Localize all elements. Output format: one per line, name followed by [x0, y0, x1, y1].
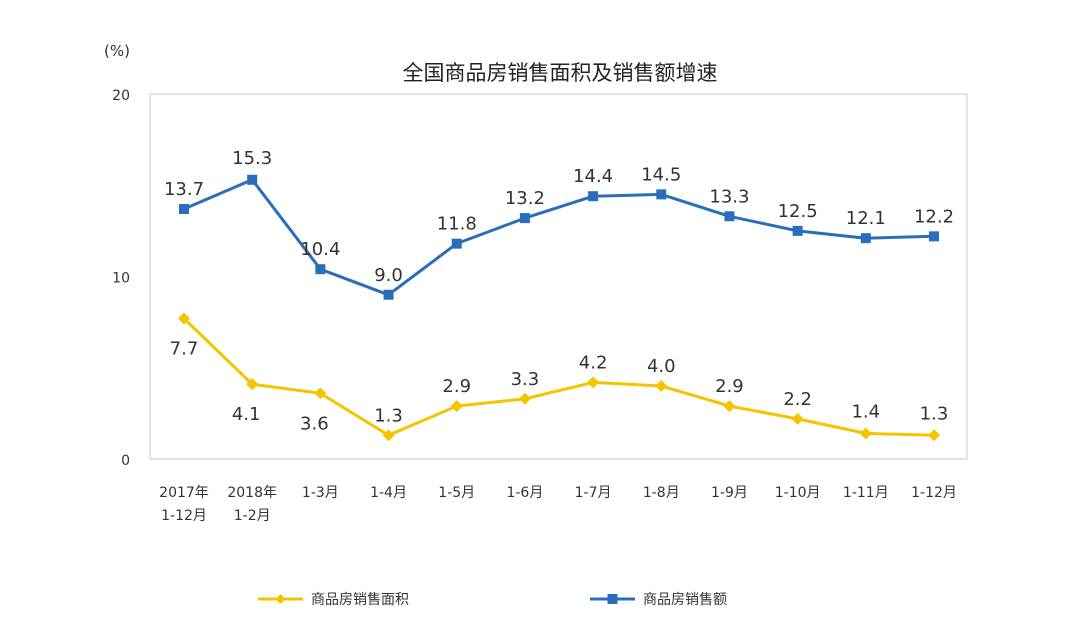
x-tick-label: 1-6月 — [506, 485, 543, 501]
x-tick-label: 2017年 1-12月 — [159, 485, 209, 524]
data-label: 4.0 — [647, 356, 676, 377]
data-label: 2.9 — [442, 376, 471, 397]
data-point-marker — [860, 233, 871, 244]
x-tick-label-line: 1-5月 — [438, 485, 475, 501]
y-tick-label: 0 — [121, 453, 130, 469]
x-tick-label: 1-7月 — [575, 485, 612, 501]
x-tick-label: 1-10月 — [775, 485, 821, 501]
x-tick-label-line: 2018年 — [227, 485, 277, 501]
series-line — [183, 178, 935, 297]
y-tick-label: 20 — [112, 88, 130, 104]
legend-item: 商品房销售额 — [590, 592, 727, 608]
series-layer — [178, 174, 940, 442]
x-tick-label-line: 1-12月 — [911, 485, 957, 501]
data-label: 10.4 — [300, 239, 340, 260]
x-tick-label-line: 2017年 — [159, 485, 209, 501]
data-label: 12.5 — [778, 201, 818, 222]
data-point-marker — [246, 378, 259, 391]
data-point-marker — [179, 203, 189, 214]
data-label-layer: 7.7 4.1 3.6 1.3 2.9 3.3 4.2 4.0 2.9 2.2 1.4 1.3 13.7… — [164, 148, 954, 435]
data-point-marker — [382, 429, 395, 442]
data-label: 7.7 — [170, 338, 199, 359]
x-axis-ticks: 2017年 1-12月 2018年 1-2月 1-3月 1-4月 1-5月 1-6月 1-7月 1… — [159, 485, 957, 524]
data-point-marker — [791, 412, 804, 425]
x-tick-label: 1-5月 — [438, 485, 475, 501]
x-tick-label-line: 1-8月 — [643, 485, 680, 501]
y-tick-label: 10 — [112, 271, 130, 287]
data-label: 1.4 — [851, 401, 880, 422]
x-tick-label-line: 1-6月 — [506, 485, 543, 501]
data-point-marker — [929, 231, 939, 242]
x-tick-label: 1-11月 — [843, 485, 889, 501]
x-tick-label: 1-9月 — [711, 485, 748, 501]
data-point-marker — [178, 312, 190, 325]
data-point-marker — [247, 174, 258, 185]
data-label: 3.6 — [300, 413, 329, 434]
x-tick-label-line: 1-10月 — [775, 485, 821, 501]
data-point-marker — [724, 211, 735, 222]
data-label: 9.0 — [374, 265, 403, 286]
x-tick-label: 2018年 1-2月 — [227, 485, 277, 524]
chart-title: 全国商品房销售面积及销售额增速 — [403, 61, 718, 85]
legend-marker — [607, 594, 618, 604]
data-label: 13.2 — [505, 188, 545, 209]
legend-item: 商品房销售面积 — [258, 592, 409, 608]
x-tick-label: 1-12月 — [911, 485, 957, 501]
data-label: 14.4 — [573, 166, 613, 187]
data-label: 14.5 — [641, 164, 681, 185]
data-label: 12.1 — [846, 208, 886, 229]
x-tick-label-line: 1-11月 — [843, 485, 889, 501]
legend-label: 商品房销售额 — [643, 592, 727, 608]
data-point-marker — [723, 400, 736, 413]
data-label: 15.3 — [232, 148, 272, 169]
data-label: 1.3 — [920, 403, 949, 424]
x-tick-label-line: 1-2月 — [234, 508, 271, 524]
x-tick-label-line: 1-3月 — [302, 485, 339, 501]
x-tick-label-line: 1-4月 — [370, 485, 407, 501]
data-point-marker — [587, 376, 600, 389]
data-point-marker — [383, 289, 394, 300]
data-label: 12.2 — [914, 206, 954, 227]
data-point-marker — [928, 429, 940, 442]
data-point-marker — [451, 238, 462, 249]
x-tick-label-line: 1-12月 — [161, 508, 207, 524]
data-point-marker — [656, 189, 667, 200]
data-point-marker — [314, 387, 327, 400]
data-point-marker — [792, 225, 803, 236]
x-tick-label: 1-8月 — [643, 485, 680, 501]
data-label: 11.8 — [437, 214, 477, 235]
data-label: 4.2 — [579, 352, 608, 373]
data-label: 2.2 — [783, 389, 812, 410]
data-point-marker — [519, 213, 530, 224]
data-point-marker — [655, 380, 668, 392]
data-label: 2.9 — [715, 376, 744, 397]
data-point-marker — [450, 400, 463, 413]
data-point-marker — [315, 264, 326, 275]
legend-marker — [275, 594, 286, 604]
series-line — [182, 317, 935, 437]
data-label: 13.3 — [709, 186, 749, 207]
legend: 商品房销售面积 商品房销售额 — [258, 592, 727, 608]
data-label: 1.3 — [374, 405, 403, 426]
x-tick-label-line: 1-9月 — [711, 485, 748, 501]
data-label: 4.1 — [232, 404, 261, 425]
x-tick-label: 1-4月 — [370, 485, 407, 501]
data-point-marker — [518, 392, 531, 405]
y-axis-unit-label: (%) — [104, 42, 130, 60]
x-tick-label: 1-3月 — [302, 485, 339, 501]
legend-label: 商品房销售面积 — [311, 592, 409, 608]
data-point-marker — [588, 191, 599, 202]
data-label: 3.3 — [511, 369, 540, 390]
data-label: 13.7 — [164, 179, 204, 200]
plot-area-border — [149, 93, 968, 460]
x-tick-label-line: 1-7月 — [575, 485, 612, 501]
y-axis-ticks: 0 10 20 — [112, 88, 130, 469]
data-point-marker — [859, 427, 872, 440]
